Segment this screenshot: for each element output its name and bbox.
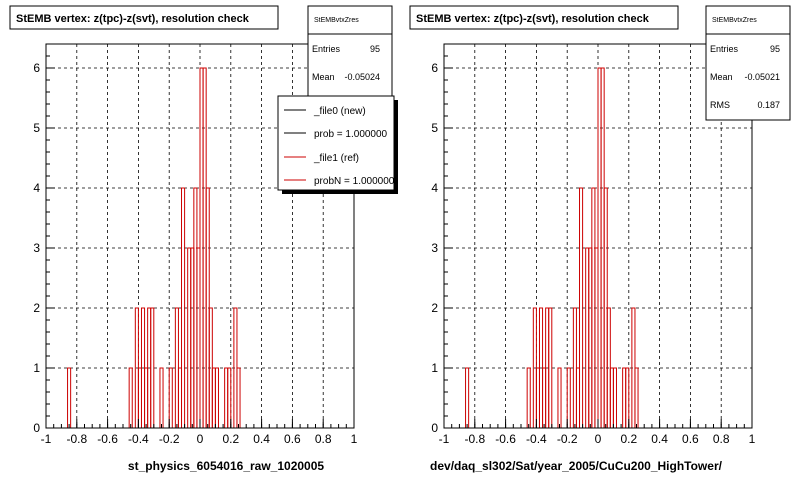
legend-label-file1: _file1 (ref) bbox=[313, 153, 359, 164]
x-tick-label: -0.8 bbox=[66, 432, 87, 446]
legend-frame bbox=[277, 95, 395, 191]
legend-label-probn: probN = 1.000000 bbox=[314, 176, 395, 187]
x-tick-label: 0.8 bbox=[713, 432, 730, 446]
title-box-left: StEMB vertex: z(tpc)-z(svt), resolution … bbox=[9, 5, 279, 30]
stats-value-mean-right: -0.05021 bbox=[744, 72, 780, 82]
stats-value-entries-right: 95 bbox=[770, 44, 780, 54]
chart-title-left: StEMB vertex: z(tpc)-z(svt), resolution … bbox=[16, 13, 250, 25]
y-tick-label: 4 bbox=[431, 181, 438, 195]
x-tick-label: -1 bbox=[439, 432, 450, 446]
stats-label-entries-right: Entries bbox=[710, 44, 739, 54]
x-tick-label: -0.8 bbox=[464, 432, 485, 446]
stats-value-rms-right: 0.187 bbox=[757, 100, 780, 110]
y-tick-label: 2 bbox=[431, 301, 438, 315]
x-tick-label: 0 bbox=[197, 432, 204, 446]
y-tick-label: 4 bbox=[33, 181, 40, 195]
title-box-right: StEMB vertex: z(tpc)-z(svt), resolution … bbox=[409, 5, 679, 30]
axes-left: -1 -0.8 -0.6 -0.4 -0.2 0 0.2 0.4 0.6 0.8 1 0 1 2 3 4 5 6 bbox=[33, 43, 358, 446]
y-tick-label: 0 bbox=[33, 421, 40, 435]
axes-right: -1 -0.8 -0.6 -0.4 -0.2 0 0.2 0.4 0.6 0.8 1 0 1 2 3 4 5 6 bbox=[431, 43, 756, 446]
x-tick-label: -0.6 bbox=[97, 432, 118, 446]
x-tick-label: -1 bbox=[41, 432, 52, 446]
title-frame-right bbox=[409, 5, 679, 30]
y-tick-label: 1 bbox=[431, 361, 438, 375]
stats-label-entries-left: Entries bbox=[312, 44, 341, 54]
x-tick-label: 0.2 bbox=[222, 432, 239, 446]
x-tick-label: 0.2 bbox=[620, 432, 637, 446]
plot-area-right: -1 -0.8 -0.6 -0.4 -0.2 0 0.2 0.4 0.6 0.8 1 0 1 2 3 4 5 6 bbox=[431, 43, 756, 446]
x-tick-label: -0.4 bbox=[128, 432, 149, 446]
x-axis-title-right: dev/daq_sl302/Sat/year_2005/CuCu200_High… bbox=[430, 459, 723, 473]
stats-frame-right bbox=[705, 5, 791, 121]
title-frame-left bbox=[9, 5, 279, 30]
pad-right: -1 -0.8 -0.6 -0.4 -0.2 0 0.2 0.4 0.6 0.8 10123456 … bbox=[409, 5, 791, 473]
stats-value-mean-left: -0.05024 bbox=[344, 72, 380, 82]
y-tick-label: 6 bbox=[431, 61, 438, 75]
y-tick-label: 2 bbox=[33, 301, 40, 315]
stats-value-entries-left: 95 bbox=[370, 44, 380, 54]
y-tick-label: 1 bbox=[33, 361, 40, 375]
x-tick-label: -0.2 bbox=[159, 432, 180, 446]
stats-label-mean-left: Mean bbox=[312, 72, 335, 82]
x-tick-label: 0.6 bbox=[284, 432, 301, 446]
plot-area-left: -1 -0.8 -0.6 -0.4 -0.2 0 0.2 0.4 0.6 0.8 1 0 1 2 3 4 5 6 bbox=[33, 43, 358, 446]
stats-name-left: StEMBvtxZres bbox=[314, 17, 359, 24]
chart-title-right: StEMB vertex: z(tpc)-z(svt), resolution … bbox=[416, 13, 650, 25]
stats-label-rms-right: RMS bbox=[710, 100, 730, 110]
stats-box-right: StEMBvtxZres Entries 95 Mean -0.05021 RM… bbox=[705, 5, 791, 121]
legend-left: _file0 (new) prob = 1.000000 _file1 (ref… bbox=[277, 95, 398, 194]
x-tick-label: 1 bbox=[749, 432, 756, 446]
x-tick-label: 1 bbox=[351, 432, 358, 446]
pad-left: -1 -0.8 -0.6 -0.4 -0.2 0 0.2 0.4 0.6 0.8 10123456 … bbox=[9, 5, 398, 473]
x-tick-label: 0.6 bbox=[682, 432, 699, 446]
y-tick-label: 3 bbox=[33, 241, 40, 255]
y-tick-label: 0 bbox=[431, 421, 438, 435]
y-tick-label: 3 bbox=[431, 241, 438, 255]
x-tick-label: 0.4 bbox=[253, 432, 270, 446]
x-tick-label: -0.6 bbox=[495, 432, 516, 446]
y-tick-label: 6 bbox=[33, 61, 40, 75]
x-tick-label: 0 bbox=[595, 432, 602, 446]
y-tick-label: 5 bbox=[33, 121, 40, 135]
x-tick-label: -0.4 bbox=[526, 432, 547, 446]
legend-label-prob: prob = 1.000000 bbox=[314, 129, 388, 140]
y-tick-label: 5 bbox=[431, 121, 438, 135]
legend-label-file0: _file0 (new) bbox=[313, 106, 366, 117]
x-axis-title-left: st_physics_6054016_raw_1020005 bbox=[128, 459, 324, 473]
x-tick-label: 0.8 bbox=[315, 432, 332, 446]
x-tick-label: 0.4 bbox=[651, 432, 668, 446]
x-tick-label: -0.2 bbox=[557, 432, 578, 446]
stats-name-right: StEMBvtxZres bbox=[712, 17, 757, 24]
stats-label-mean-right: Mean bbox=[710, 72, 733, 82]
